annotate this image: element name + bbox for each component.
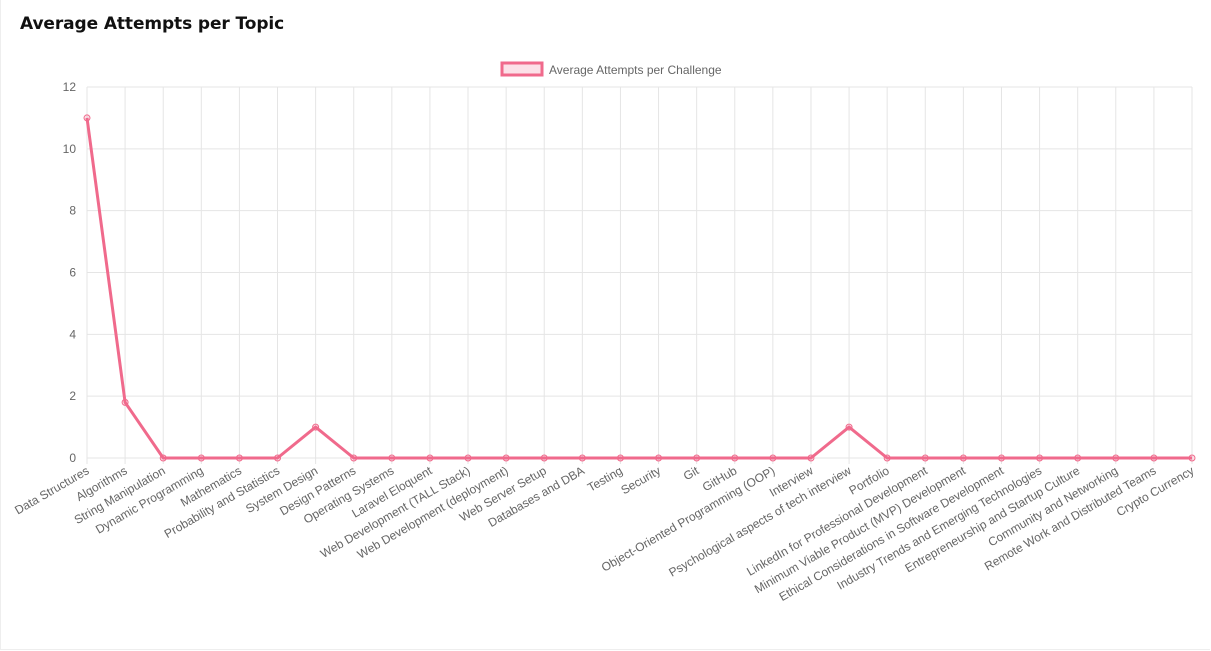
y-tick-label: 6 [69, 266, 76, 280]
data-point[interactable] [159, 454, 167, 462]
y-tick-label: 10 [63, 142, 77, 156]
card-title: Average Attempts per Topic [20, 14, 285, 34]
x-tick-label: Git [681, 463, 702, 483]
legend[interactable]: Average Attempts per Challenge [500, 61, 722, 77]
data-point[interactable] [274, 454, 282, 462]
data-point[interactable] [388, 454, 396, 462]
y-axis: 0 2 4 6 8 10 12 [63, 80, 77, 465]
data-point[interactable] [426, 454, 434, 462]
data-point[interactable] [616, 454, 624, 462]
x-tick-label: Testing [585, 463, 625, 494]
data-point[interactable] [845, 423, 853, 431]
data-point[interactable] [121, 398, 129, 406]
data-point[interactable] [997, 454, 1005, 462]
y-tick-label: 4 [69, 327, 76, 341]
data-points [83, 114, 1196, 462]
y-tick-label: 12 [63, 80, 77, 94]
grid [86, 86, 1193, 464]
data-point[interactable] [655, 454, 663, 462]
data-point[interactable] [769, 454, 777, 462]
data-point[interactable] [1150, 454, 1158, 462]
data-point[interactable] [235, 454, 243, 462]
data-point[interactable] [502, 454, 510, 462]
y-tick-label: 2 [69, 389, 76, 403]
data-point[interactable] [578, 454, 586, 462]
data-point[interactable] [1036, 454, 1044, 462]
data-point[interactable] [464, 454, 472, 462]
data-point[interactable] [693, 454, 701, 462]
x-tick-label: Security [619, 463, 664, 497]
data-point[interactable] [921, 454, 929, 462]
series-line [85, 117, 1192, 460]
data-point[interactable] [883, 454, 891, 462]
data-point[interactable] [1112, 454, 1120, 462]
data-point[interactable] [83, 114, 91, 122]
data-point[interactable] [1188, 454, 1196, 462]
data-point[interactable] [350, 454, 358, 462]
data-point[interactable] [1074, 454, 1082, 462]
legend-label: Average Attempts per Challenge [549, 63, 722, 77]
data-point[interactable] [959, 454, 967, 462]
y-tick-label: 0 [69, 451, 76, 465]
data-point[interactable] [540, 454, 548, 462]
legend-swatch [500, 61, 544, 77]
data-point[interactable] [807, 454, 815, 462]
data-point[interactable] [731, 454, 739, 462]
y-tick-label: 8 [69, 204, 76, 218]
data-point[interactable] [197, 454, 205, 462]
data-point[interactable] [312, 423, 320, 431]
